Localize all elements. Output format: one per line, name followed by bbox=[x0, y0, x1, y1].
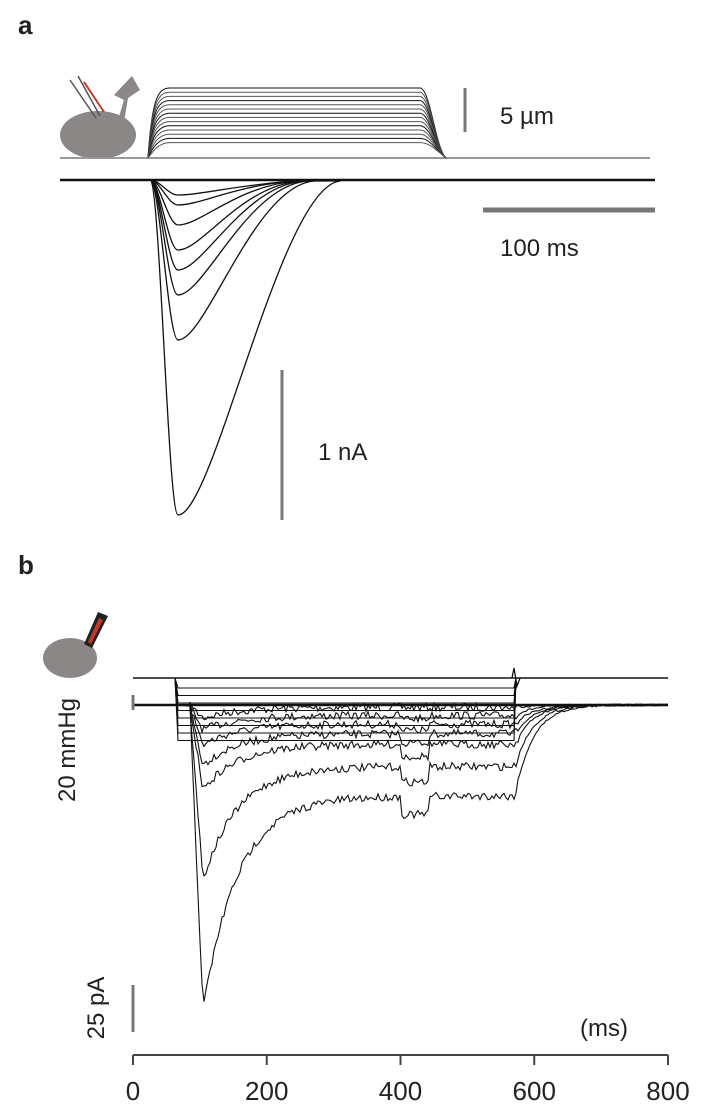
x-tick-label: 800 bbox=[646, 1076, 689, 1106]
trace bbox=[147, 91, 447, 159]
trace bbox=[174, 677, 517, 689]
trace bbox=[147, 112, 447, 159]
traces bbox=[60, 87, 655, 516]
trace bbox=[147, 142, 447, 159]
panel-label: b bbox=[18, 550, 34, 580]
trace bbox=[179, 703, 669, 766]
trace bbox=[147, 125, 447, 159]
trace bbox=[147, 95, 447, 159]
trace bbox=[149, 179, 300, 226]
trace bbox=[149, 179, 304, 271]
trace bbox=[149, 179, 315, 341]
scale-label: 100 ms bbox=[500, 235, 579, 262]
x-tick-label: 200 bbox=[245, 1076, 288, 1106]
trace bbox=[147, 133, 447, 159]
trace bbox=[149, 179, 300, 206]
trace bbox=[174, 677, 517, 697]
panel-label: a bbox=[18, 10, 33, 40]
scale-label: 1 nA bbox=[318, 439, 367, 466]
x-tick-label: 400 bbox=[379, 1076, 422, 1106]
x-tick-label: 0 bbox=[126, 1076, 140, 1106]
trace bbox=[147, 129, 447, 159]
axis-unit: (ms) bbox=[580, 1015, 628, 1042]
trace bbox=[147, 116, 447, 159]
trace bbox=[174, 677, 517, 704]
trace bbox=[179, 703, 669, 788]
scale-label: 25 pA bbox=[83, 977, 110, 1040]
artifact bbox=[511, 667, 521, 689]
trace bbox=[147, 108, 447, 159]
trace bbox=[147, 87, 447, 159]
scale-label: 5 µm bbox=[500, 103, 554, 130]
scale-label: 20 mmHg bbox=[54, 698, 81, 802]
x-tick-label: 600 bbox=[513, 1076, 556, 1106]
trace bbox=[147, 137, 447, 159]
traces bbox=[133, 667, 669, 1002]
trace bbox=[149, 179, 301, 251]
trace bbox=[179, 703, 669, 1002]
trace bbox=[149, 179, 300, 196]
cell-icon bbox=[43, 612, 108, 678]
trace bbox=[149, 179, 341, 516]
cell-icon bbox=[60, 75, 140, 159]
trace bbox=[149, 179, 308, 296]
trace bbox=[174, 677, 517, 742]
trace bbox=[147, 121, 447, 159]
